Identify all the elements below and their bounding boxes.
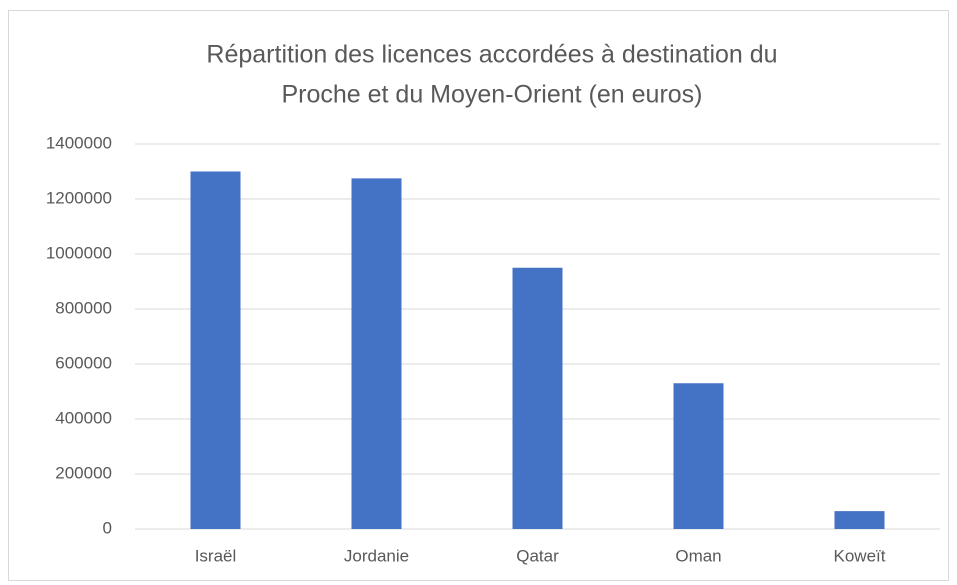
y-tick-label: 600000 — [55, 353, 112, 372]
y-tick-label: 200000 — [55, 463, 112, 482]
y-tick-label: 1200000 — [46, 188, 112, 207]
y-tick-label: 400000 — [55, 408, 112, 427]
bar — [190, 171, 241, 529]
bar — [673, 383, 724, 529]
y-tick-label: 1400000 — [46, 133, 112, 152]
bar — [512, 267, 563, 529]
chart-title: Répartition des licences accordées à des… — [206, 41, 777, 69]
x-tick-label: Oman — [675, 546, 721, 565]
bar — [834, 511, 885, 529]
chart-title: Proche et du Moyen-Orient (en euros) — [281, 81, 702, 109]
x-tick-label: Qatar — [516, 546, 559, 565]
y-tick-label: 800000 — [55, 298, 112, 317]
x-tick-label: Israël — [195, 546, 237, 565]
y-tick-label: 1000000 — [46, 243, 112, 262]
bar — [351, 178, 402, 529]
x-tick-label: Jordanie — [344, 546, 409, 565]
chart-frame — [8, 10, 949, 581]
x-tick-label: Koweït — [834, 546, 886, 565]
y-tick-label: 0 — [103, 518, 112, 537]
